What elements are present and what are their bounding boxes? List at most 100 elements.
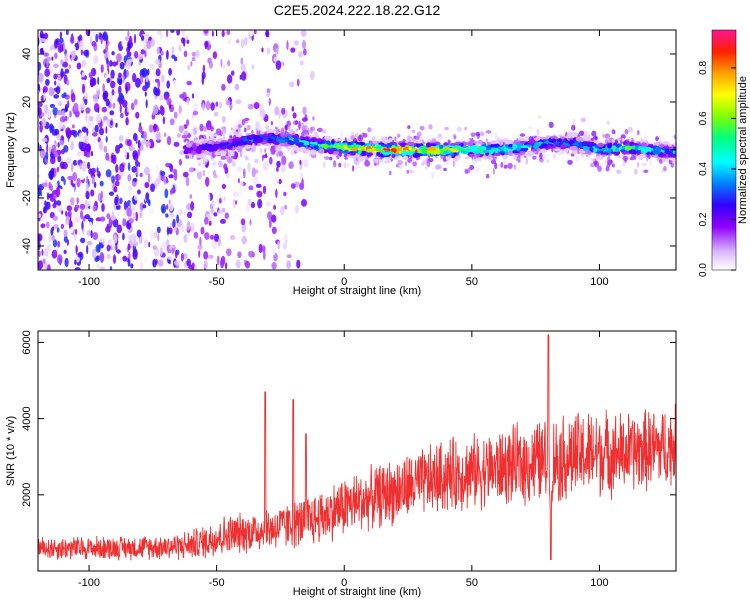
spectrogram-cell — [673, 134, 676, 140]
spectrogram-cell — [240, 38, 245, 49]
spectrogram-cell — [464, 126, 467, 131]
spectrogram-cell — [223, 163, 228, 170]
spectrogram-cell — [186, 258, 192, 267]
spectrogram-cell — [634, 143, 639, 146]
spectrogram-cell — [620, 139, 623, 145]
snr-xtick-label: -50 — [209, 577, 225, 589]
spectrogram-cell — [267, 137, 273, 143]
spectrogram-cell — [429, 147, 437, 152]
spectrogram-cell — [607, 143, 612, 149]
spectrogram-cell — [261, 47, 264, 53]
spectrogram-cell — [92, 232, 99, 240]
spectrogram-cell — [56, 110, 63, 116]
spectrogram-cell — [229, 132, 233, 136]
spectrogram-cell — [106, 244, 111, 252]
spectrogram-cell — [118, 72, 122, 78]
spectrogram-cell — [205, 176, 210, 187]
spectrogram-cell — [70, 35, 75, 44]
spectrogram-cell — [78, 132, 84, 142]
spectrogram-cell — [643, 169, 649, 173]
spectrogram-cell — [617, 144, 622, 147]
spectrogram-cell — [70, 129, 76, 136]
spectrogram-cell — [91, 40, 97, 47]
spectrogram-cell — [145, 141, 151, 148]
spectrogram-cell — [479, 150, 483, 153]
spectrogram-cell — [275, 60, 282, 71]
snr-series — [38, 334, 676, 561]
colorbar-ticks: 0.0 0.2 0.4 0.6 0.8 — [698, 61, 736, 277]
spectrogram-cell — [191, 93, 195, 99]
spectrogram-cell — [642, 131, 648, 138]
spectrogram-cell — [60, 175, 65, 182]
spectrogram-cell — [57, 69, 61, 75]
spectrogram-cell — [359, 150, 368, 156]
spectrogram-cell — [525, 136, 530, 140]
spectrogram-cell — [526, 151, 535, 157]
spectrogram-cell — [213, 144, 217, 148]
snr-xlabel: Height of straight line (km) — [293, 586, 421, 598]
spectrogram-cell — [213, 233, 220, 242]
spectrogram-cell — [75, 244, 78, 254]
spectrogram-cell — [57, 240, 60, 248]
spectrogram-cell — [266, 129, 274, 133]
colorbar-tick-label: 0.4 — [698, 162, 709, 176]
spectrogram-cell — [221, 207, 226, 213]
spectrogram-cell — [92, 137, 97, 144]
spectrogram-cell — [66, 157, 72, 165]
spectrogram-cell — [95, 85, 100, 91]
spectrogram-cell — [70, 50, 76, 60]
spectrogram-cell — [126, 221, 130, 228]
spectrogram-cell — [139, 210, 143, 219]
spectrogram-cell — [52, 239, 58, 248]
spectrogram-cell — [248, 135, 253, 138]
spectrogram-cell — [472, 150, 480, 154]
spectrogram-cell — [63, 235, 68, 243]
spectrogram-cell — [453, 152, 457, 156]
spectrogram-cell — [187, 65, 191, 70]
spectrogram-cell — [355, 142, 360, 145]
spectrogram-cell — [85, 190, 90, 200]
spectrogram-cell — [166, 49, 169, 60]
spectrogram-cell — [144, 258, 147, 263]
spectrogram-cell — [74, 229, 78, 235]
spectrogram-cell — [135, 111, 140, 119]
spectrogram-cell — [53, 63, 59, 68]
spectrogram-cell — [109, 181, 113, 187]
spectrogram-cell — [653, 150, 661, 155]
spectrogram-cell — [103, 145, 108, 153]
spectrogram-cell — [208, 140, 212, 145]
spectrogram-cell — [276, 166, 279, 172]
spectrogram-cell — [192, 110, 199, 116]
spectrogram-cell — [56, 166, 60, 173]
spectrogram-cell — [445, 144, 453, 148]
spectrogram-cell — [247, 140, 252, 146]
spectrogram-cell — [304, 149, 310, 154]
spectrogram-cell — [213, 212, 218, 217]
spectrogram-cell — [145, 99, 148, 109]
spectrogram-cell — [126, 106, 130, 113]
spectrogram-cell — [191, 151, 197, 156]
spectrogram-cell — [50, 156, 56, 165]
spectrogram-cell — [407, 141, 415, 146]
spectrogram-cell — [351, 165, 355, 172]
spectrogram-cell — [272, 246, 276, 256]
spectrogram-cell — [250, 148, 254, 152]
spectrogram-cell — [157, 259, 164, 267]
spectrogram-cell — [294, 138, 300, 144]
spectrogram-cell — [38, 233, 41, 243]
spectrogram-cell — [186, 142, 192, 148]
spectrogram-cell — [296, 142, 305, 145]
spectrogram-cell — [468, 153, 475, 158]
spectrogram-cell — [218, 197, 222, 204]
spectrogram-cell — [118, 135, 124, 142]
spectrogram-cell — [621, 138, 625, 142]
spectrogram-cell — [662, 157, 666, 163]
spectrogram-cell — [38, 250, 41, 257]
spectrogram-cell — [443, 150, 449, 155]
spectrogram-cell — [668, 143, 672, 147]
spectrogram-cell — [640, 148, 648, 154]
spectrogram-cell — [161, 74, 165, 83]
spectrogram-cell — [116, 224, 123, 234]
spectrogram-cell — [157, 78, 160, 89]
spectrogram-cell — [672, 150, 676, 154]
